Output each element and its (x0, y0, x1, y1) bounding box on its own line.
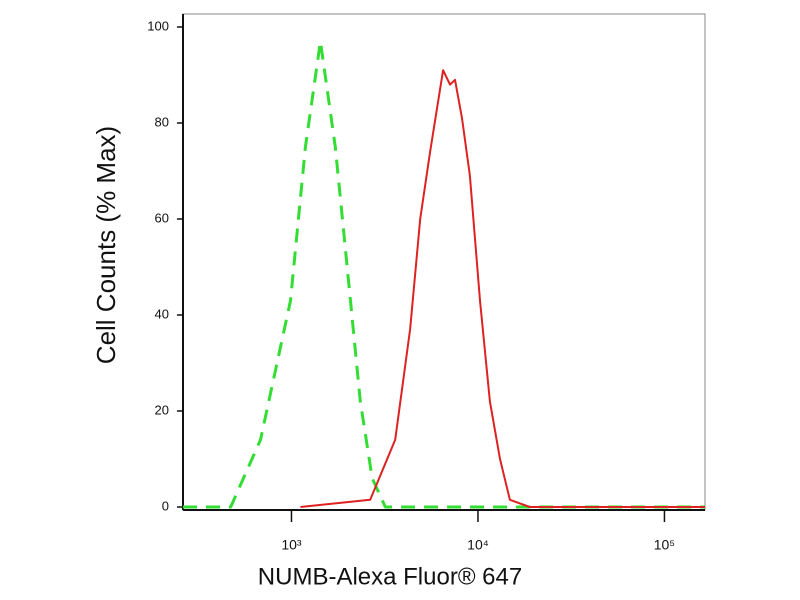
series-line (183, 39, 705, 509)
y-axis-label: Cell Counts (% Max) (91, 126, 121, 364)
x-tick-label: 10⁴ (467, 537, 489, 553)
y-tick-label: 80 (155, 114, 169, 129)
y-tick-label: 100 (147, 18, 169, 33)
x-tick-label: 10⁵ (654, 537, 675, 553)
y-tick-label: 20 (155, 402, 169, 417)
x-axis-label: NUMB-Alexa Fluor® 647 (258, 563, 522, 590)
x-tick-label: 10³ (281, 537, 302, 553)
y-tick-label: 60 (155, 210, 169, 225)
y-tick-label: 40 (155, 306, 169, 321)
y-tick-label: 0 (162, 498, 169, 513)
series-line (300, 69, 705, 508)
